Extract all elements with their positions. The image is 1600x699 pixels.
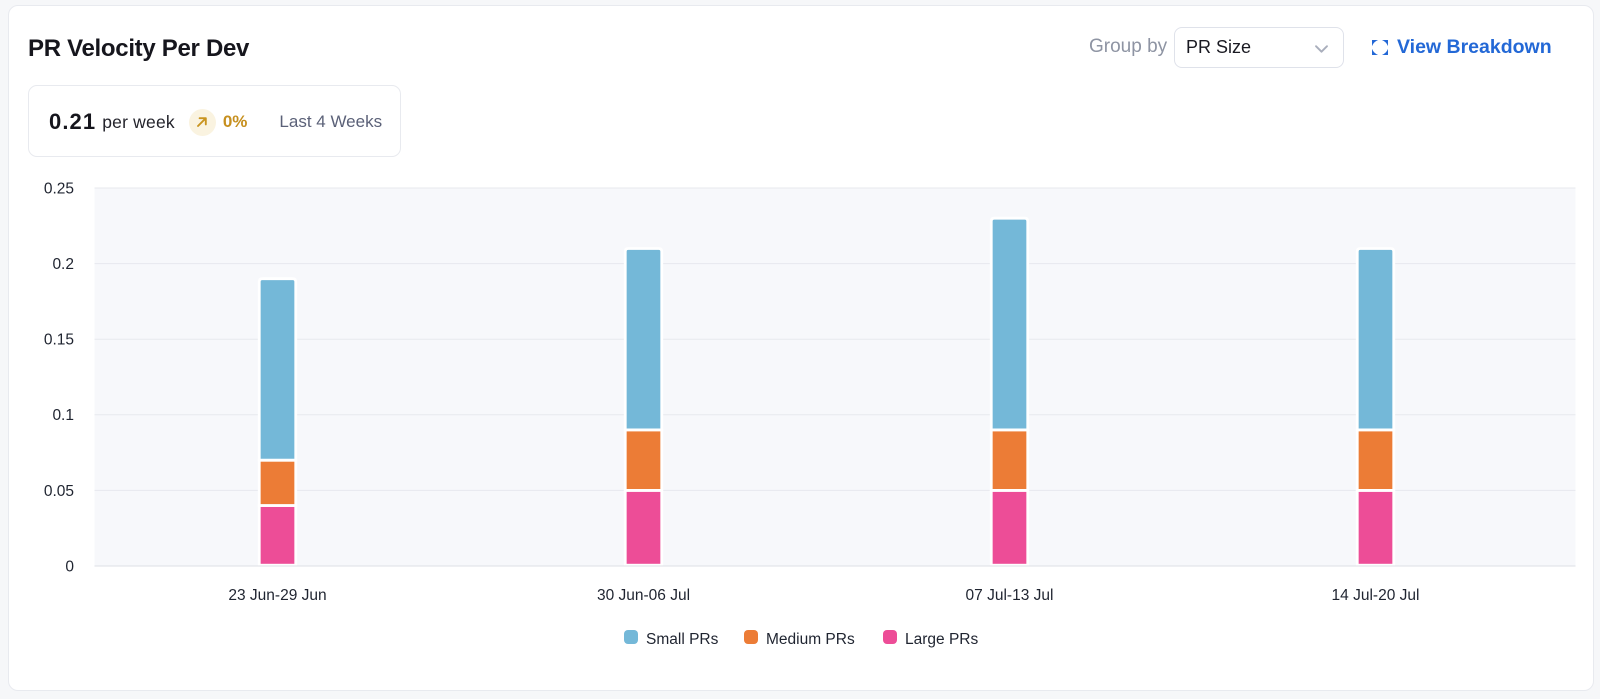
svg-text:0.05: 0.05 xyxy=(44,483,74,500)
svg-text:30 Jun-06 Jul: 30 Jun-06 Jul xyxy=(597,587,690,604)
svg-text:23 Jun-29 Jun: 23 Jun-29 Jun xyxy=(228,587,326,604)
svg-text:Medium PRs: Medium PRs xyxy=(766,631,855,648)
svg-text:0: 0 xyxy=(65,559,74,576)
svg-text:Small PRs: Small PRs xyxy=(646,631,719,648)
svg-text:0.1: 0.1 xyxy=(52,407,74,424)
svg-text:Large PRs: Large PRs xyxy=(905,631,978,648)
svg-text:0.25: 0.25 xyxy=(44,181,74,198)
svg-text:0.15: 0.15 xyxy=(44,332,74,349)
svg-text:07 Jul-13 Jul: 07 Jul-13 Jul xyxy=(966,587,1054,604)
svg-text:14 Jul-20 Jul: 14 Jul-20 Jul xyxy=(1332,587,1420,604)
svg-text:0.2: 0.2 xyxy=(52,256,74,273)
